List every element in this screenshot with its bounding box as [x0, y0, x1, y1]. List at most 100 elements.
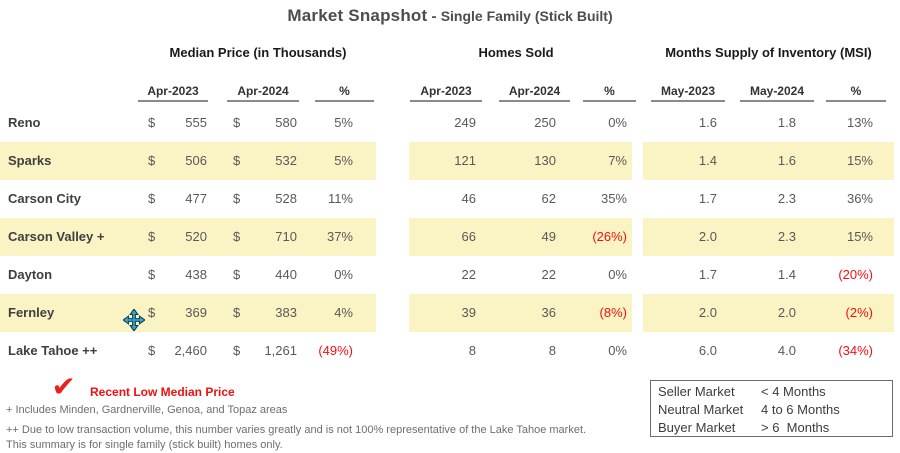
currency-symbol: $: [140, 218, 166, 256]
move-cursor-icon: [123, 309, 145, 331]
homes-sold-curr: 250: [534, 115, 556, 130]
page-title: Market Snapshot - Single Family (Stick B…: [0, 6, 900, 26]
homes-sold-change: 0%: [608, 267, 627, 282]
legend-row-seller: Seller Market < 4 Months: [658, 383, 892, 401]
msi-prev: 6.0: [698, 343, 717, 358]
median-price-change: 37%: [308, 218, 376, 256]
homes-sold-change: 0%: [608, 115, 627, 130]
msi-curr: 2.3: [721, 218, 798, 256]
currency-symbol: $: [216, 294, 256, 332]
footnote-plus-plus: ++ Due to low transaction volume, this n…: [6, 424, 587, 436]
footnote-plus: + Includes Minden, Gardnerville, Genoa, …: [6, 404, 288, 416]
msi-curr: 4.0: [777, 343, 796, 358]
median-price-curr: 1,261: [264, 343, 297, 358]
homes-sold-change: (8%): [559, 294, 632, 332]
footnote-summary: This summary is for single family (stick…: [6, 439, 283, 451]
col-header-msi-may2024: May-2024: [740, 82, 814, 102]
legend-row-neutral: Neutral Market 4 to 6 Months: [658, 401, 892, 419]
table-row-fernley: Fernley $ 369 $ 383 4% 39 36 (8%) 2.0 2.…: [0, 294, 894, 332]
msi-prev: 1.7: [698, 191, 717, 206]
market-legend-box: Seller Market < 4 Months Neutral Market …: [650, 380, 893, 437]
msi-change: 15%: [798, 142, 894, 180]
homes-sold-curr: 8: [548, 343, 556, 358]
median-price-change: 4%: [308, 294, 376, 332]
msi-change: 13%: [846, 115, 873, 130]
median-price-change: 5%: [334, 115, 353, 130]
median-price-change: 0%: [334, 267, 353, 282]
column-gap: [376, 256, 409, 294]
table-row-reno: Reno $ 555 $ 580 5% 249 250 0% 1.6 1.8 1…: [0, 104, 894, 142]
currency-symbol: $: [233, 115, 241, 130]
msi-prev: 1.4: [643, 142, 721, 180]
msi-curr: 1.8: [777, 115, 796, 130]
median-price-change: (49%): [318, 343, 353, 358]
median-price-prev: 2,460: [174, 343, 207, 358]
currency-symbol: $: [233, 191, 241, 206]
homes-sold-prev: 22: [461, 267, 476, 282]
currency-symbol: $: [216, 218, 256, 256]
table-row-lake-tahoe: Lake Tahoe ++ $ 2,460 $ 1,261 (49%) 8 8 …: [0, 332, 894, 370]
col-header-msi-may2023: May-2023: [651, 82, 725, 102]
msi-curr: 2.0: [721, 294, 798, 332]
currency-symbol: $: [148, 343, 156, 358]
group-header-median-price: Median Price (in Thousands): [169, 45, 347, 60]
msi-change: (20%): [838, 267, 873, 282]
currency-symbol: $: [148, 115, 156, 130]
homes-sold-prev: 249: [454, 115, 476, 130]
msi-curr: 1.4: [777, 267, 796, 282]
title-separator: -: [427, 8, 441, 25]
check-legend-label: Recent Low Median Price: [90, 385, 235, 399]
group-header-homes-sold: Homes Sold: [478, 45, 554, 60]
median-price-curr: 580: [275, 115, 297, 130]
row-label: Sparks: [0, 142, 140, 180]
homes-sold-change: 7%: [559, 142, 632, 180]
legend-row-buyer: Buyer Market > 6 Months: [658, 419, 892, 437]
column-gap: [632, 332, 643, 370]
msi-curr: 1.6: [721, 142, 798, 180]
legend-value: > 6 Months: [761, 420, 830, 435]
msi-change: (34%): [838, 343, 873, 358]
table-row-carson-city: Carson City $ 477 $ 528 11% 46 62 35% 1.…: [0, 180, 894, 218]
legend-label: Neutral Market: [658, 402, 744, 417]
homes-sold-prev: 46: [461, 191, 476, 206]
msi-prev: 2.0: [643, 294, 721, 332]
median-price-curr: 710: [256, 218, 308, 256]
median-price-curr: 528: [275, 191, 297, 206]
column-gap: [632, 142, 643, 180]
currency-symbol: $: [140, 294, 166, 332]
row-label: Dayton: [8, 267, 53, 282]
msi-prev: 1.7: [698, 267, 717, 282]
median-price-prev: 438: [185, 267, 207, 282]
homes-sold-prev: 39: [409, 294, 479, 332]
median-price-prev: 555: [185, 115, 207, 130]
homes-sold-curr: 49: [479, 218, 559, 256]
homes-sold-curr: 62: [541, 191, 556, 206]
msi-prev: 1.6: [698, 115, 717, 130]
column-gap: [632, 294, 643, 332]
group-header-msi: Months Supply of Inventory (MSI): [665, 45, 872, 60]
column-gap: [376, 218, 409, 256]
msi-change: 36%: [846, 191, 873, 206]
column-gap: [376, 180, 409, 218]
column-gap: [376, 104, 409, 142]
median-price-prev: 520: [166, 218, 216, 256]
col-header-mp-apr2024: Apr-2024: [227, 82, 299, 102]
median-price-prev: 369: [166, 294, 216, 332]
currency-symbol: $: [216, 142, 256, 180]
median-price-curr: 532: [256, 142, 308, 180]
legend-value: < 4 Months: [761, 384, 826, 399]
homes-sold-curr: 22: [541, 267, 556, 282]
column-gap: [376, 332, 409, 370]
column-gap: [632, 104, 643, 142]
row-label: Fernley: [0, 294, 140, 332]
row-label: Reno: [8, 115, 41, 130]
median-price-change: 5%: [308, 142, 376, 180]
homes-sold-curr: 36: [479, 294, 559, 332]
homes-sold-prev: 121: [409, 142, 479, 180]
column-gap: [376, 294, 409, 332]
homes-sold-prev: 8: [468, 343, 476, 358]
column-gap: [632, 256, 643, 294]
median-price-curr: 383: [256, 294, 308, 332]
row-label: Carson Valley +: [0, 218, 140, 256]
